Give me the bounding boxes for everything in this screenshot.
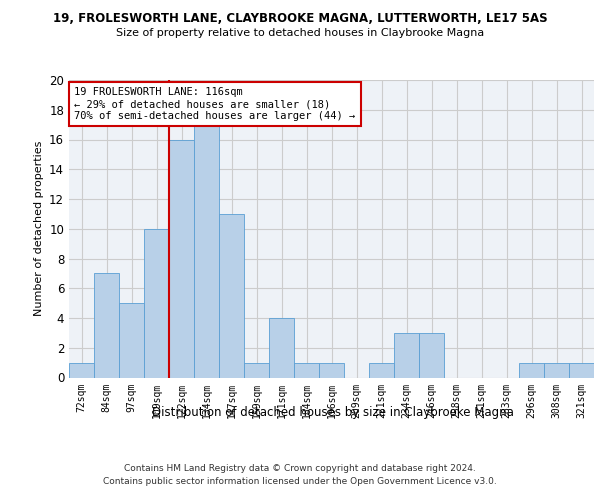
Text: Contains public sector information licensed under the Open Government Licence v3: Contains public sector information licen…	[103, 478, 497, 486]
Bar	[569, 362, 594, 378]
Bar	[519, 362, 544, 378]
Bar	[394, 333, 419, 378]
Bar	[219, 214, 244, 378]
Bar	[419, 333, 444, 378]
Bar	[244, 362, 269, 378]
Bar	[269, 318, 294, 378]
Text: Contains HM Land Registry data © Crown copyright and database right 2024.: Contains HM Land Registry data © Crown c…	[124, 464, 476, 473]
Bar	[144, 229, 169, 378]
Bar	[369, 362, 394, 378]
Bar	[169, 140, 194, 378]
Text: 19 FROLESWORTH LANE: 116sqm
← 29% of detached houses are smaller (18)
70% of sem: 19 FROLESWORTH LANE: 116sqm ← 29% of det…	[74, 88, 355, 120]
Bar	[69, 362, 94, 378]
Bar	[319, 362, 344, 378]
Bar	[94, 274, 119, 378]
Bar	[294, 362, 319, 378]
Y-axis label: Number of detached properties: Number of detached properties	[34, 141, 44, 316]
Bar	[194, 124, 219, 378]
Text: Size of property relative to detached houses in Claybrooke Magna: Size of property relative to detached ho…	[116, 28, 484, 38]
Bar	[544, 362, 569, 378]
Text: 19, FROLESWORTH LANE, CLAYBROOKE MAGNA, LUTTERWORTH, LE17 5AS: 19, FROLESWORTH LANE, CLAYBROOKE MAGNA, …	[53, 12, 547, 26]
Text: Distribution of detached houses by size in Claybrooke Magna: Distribution of detached houses by size …	[152, 406, 514, 419]
Bar	[119, 303, 144, 378]
